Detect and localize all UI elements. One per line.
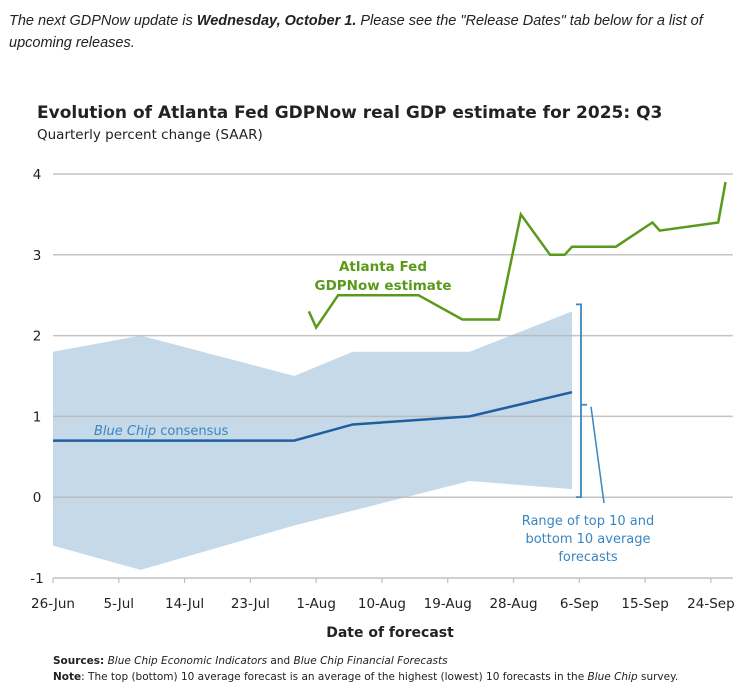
gdpnow-line bbox=[307, 181, 727, 331]
forecast-range-band bbox=[53, 311, 573, 570]
range-bracket-shape bbox=[576, 303, 588, 499]
note-text1: : The top (bottom) 10 average forecast i… bbox=[81, 671, 587, 683]
y-tick-label: 2 bbox=[33, 329, 42, 345]
note-label: Note bbox=[53, 671, 81, 683]
x-tick-labels: 26-Jun 5-Jul 14-Jul 23-Jul 1-Aug 10-Aug 19-Aug… bbox=[31, 596, 735, 612]
y-tick-label: -1 bbox=[30, 571, 43, 587]
range-leader-line bbox=[590, 406, 605, 504]
x-tick-label: 5-Jul bbox=[104, 596, 135, 612]
y-tick-labels: 4 3 2 1 0 -1 bbox=[30, 167, 43, 587]
x-tick-label: 28-Aug bbox=[489, 596, 537, 612]
consensus-annotation-italic: Blue Chip bbox=[94, 424, 156, 439]
x-tick-label: 1-Aug bbox=[296, 596, 336, 612]
forecast-range-band-layer bbox=[53, 311, 573, 570]
source-a: Blue Chip Economic Indicators bbox=[108, 655, 268, 667]
x-tick-label: 23-Jul bbox=[231, 596, 270, 612]
update-notice: The next GDPNow update is Wednesday, Oct… bbox=[9, 10, 744, 54]
note-italic: Blue Chip bbox=[588, 671, 638, 683]
x-axis bbox=[52, 577, 733, 583]
gridlines bbox=[53, 173, 733, 498]
y-tick-label: 4 bbox=[33, 167, 42, 183]
chart-title: Evolution of Atlanta Fed GDPNow real GDP… bbox=[37, 103, 662, 123]
range-annotation-line1: Range of top 10 and bbox=[522, 514, 655, 529]
gdpnow-annotation-line1: Atlanta Fed bbox=[339, 259, 427, 275]
notice-prefix: The next GDPNow update is bbox=[9, 13, 197, 29]
sources-label: Sources: bbox=[53, 655, 104, 667]
range-annotation-line2: bottom 10 average bbox=[525, 532, 650, 547]
footnote: Note: The top (bottom) 10 average foreca… bbox=[53, 671, 678, 683]
source-b: Blue Chip Financial Forecasts bbox=[294, 655, 449, 667]
consensus-line bbox=[53, 390, 573, 442]
sources-and: and bbox=[267, 655, 293, 667]
series-lines bbox=[53, 181, 727, 442]
consensus-annotation: Blue Chip consensus bbox=[94, 424, 229, 439]
x-axis-label: Date of forecast bbox=[326, 625, 454, 641]
notice-date: Wednesday, October 1. bbox=[196, 13, 357, 29]
x-tick-label: 15-Sep bbox=[621, 596, 669, 612]
note-text2: survey. bbox=[638, 671, 679, 683]
x-tick-label: 24-Sep bbox=[687, 596, 735, 612]
sources-note: Sources: Blue Chip Economic Indicators a… bbox=[53, 655, 448, 667]
y-tick-label: 3 bbox=[33, 248, 42, 264]
x-tick-label: 14-Jul bbox=[165, 596, 204, 612]
x-tick-label: 26-Jun bbox=[31, 596, 75, 612]
gdpnow-annotation-line2: GDPNow estimate bbox=[315, 278, 452, 294]
x-tick-label: 6-Sep bbox=[560, 596, 599, 612]
notice-suffix: Please see the "Release Dates" tab below… bbox=[9, 13, 703, 51]
range-annotation-line3: forecasts bbox=[558, 550, 618, 565]
range-bracket bbox=[576, 303, 605, 504]
x-tick-label: 19-Aug bbox=[424, 596, 472, 612]
x-tick-label: 10-Aug bbox=[358, 596, 406, 612]
chart-subtitle: Quarterly percent change (SAAR) bbox=[37, 127, 263, 143]
y-tick-label: 1 bbox=[33, 409, 42, 425]
consensus-annotation-rest: consensus bbox=[156, 424, 228, 439]
y-tick-label: 0 bbox=[33, 490, 42, 506]
